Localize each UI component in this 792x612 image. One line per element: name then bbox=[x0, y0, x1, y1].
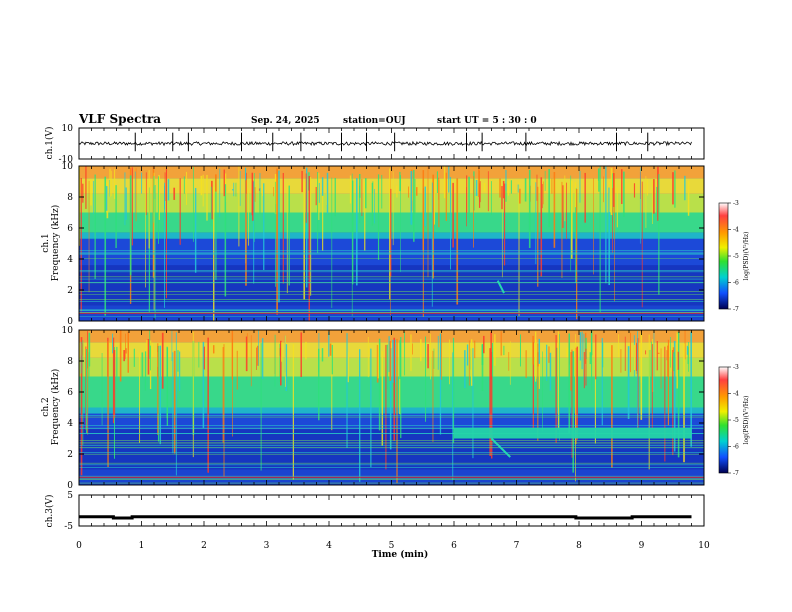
ch1-ytick-label: 4 bbox=[67, 255, 73, 265]
ch2-spectrogram-bands bbox=[79, 330, 704, 485]
ch2-spectrogram-lines bbox=[79, 415, 704, 484]
x-tick-label: 0 bbox=[76, 541, 82, 551]
ch1-colorbar-ticks: -3 -4 -5 -6 -7 bbox=[728, 200, 739, 313]
ch2-band bbox=[79, 342, 704, 358]
ch1-ytick-bottom: -10 bbox=[59, 155, 74, 165]
x-tick-label: 10 bbox=[698, 541, 710, 551]
x-tick-label: 3 bbox=[264, 541, 270, 551]
x-axis-tick-labels: 0 1 2 3 4 5 6 7 8 9 10 bbox=[76, 541, 710, 551]
ch2-spectrogram-yticks: 0 2 4 6 8 10 bbox=[62, 326, 704, 491]
ch1-spectrogram-lines bbox=[79, 250, 704, 317]
ch1-colorbar-tick-label: -4 bbox=[733, 227, 739, 234]
ch2-band bbox=[79, 407, 704, 414]
ch1-colorbar-tick-label: -5 bbox=[733, 253, 739, 260]
ch2-ytick-label: 8 bbox=[67, 357, 73, 367]
ch1-emission-trace bbox=[496, 280, 505, 294]
ch1-band bbox=[79, 212, 704, 233]
x-tick-label: 9 bbox=[639, 541, 645, 551]
ch1-spectrogram-streaks bbox=[78, 166, 690, 321]
ch2-colorbar-label: log(PSD)(V²/Hz) bbox=[743, 396, 750, 445]
ch1-colorbar-label: log(PSD)(V²/Hz) bbox=[743, 232, 750, 281]
ch1-spectrogram-ylabel-freq: Frequency (kHz) bbox=[50, 205, 61, 282]
ch3-waveform-ylabel: ch.3(V) bbox=[44, 495, 55, 528]
ch2-colorbar-tick-label: -6 bbox=[733, 444, 739, 451]
ch3-waveform-panel: 5 -5 ch.3(V) bbox=[44, 491, 705, 532]
ch2-ytick-label: 10 bbox=[62, 326, 74, 336]
ch1-band bbox=[79, 166, 704, 179]
x-axis-label: Time (min) bbox=[372, 549, 429, 560]
x-tick-label: 2 bbox=[201, 541, 207, 551]
ch1-ytick-label: 10 bbox=[62, 162, 74, 172]
ch1-band bbox=[79, 232, 704, 239]
x-tick-label: 8 bbox=[576, 541, 582, 551]
ch2-colorbar-tick-label: -5 bbox=[733, 417, 739, 424]
ch2-emission-band bbox=[454, 427, 692, 439]
ch1-ytick-label: 8 bbox=[67, 193, 73, 203]
ch1-spectrogram-yticks: 0 2 4 6 8 10 bbox=[62, 162, 704, 327]
x-tick-label: 5 bbox=[389, 541, 395, 551]
ch2-band bbox=[79, 357, 704, 377]
ch1-band bbox=[79, 193, 704, 213]
ch1-spectrogram-ylabel: ch.1 bbox=[41, 233, 51, 252]
ch1-ytick-label: 2 bbox=[67, 286, 73, 296]
x-tick-label: 4 bbox=[326, 541, 332, 551]
ch1-colorbar-tick-label: -3 bbox=[733, 200, 739, 207]
x-tick-label: 1 bbox=[139, 541, 145, 551]
ch2-band bbox=[79, 376, 704, 408]
x-axis-ticks bbox=[78, 128, 705, 526]
ch3-waveform-trace bbox=[79, 515, 692, 520]
ch2-spectrogram-ylabel-freq: Frequency (kHz) bbox=[50, 369, 61, 446]
ch3-ytick-bottom: -5 bbox=[64, 522, 73, 532]
ch2-spectrogram-streaks bbox=[80, 330, 692, 484]
start-time-label: start UT = 5 : 30 : 0 bbox=[437, 116, 537, 126]
ch2-ytick-label: 4 bbox=[67, 419, 73, 429]
x-tick-label: 7 bbox=[514, 541, 520, 551]
ch2-colorbar-ticks: -3 -4 -5 -6 -7 bbox=[728, 364, 739, 477]
x-tick-label: 6 bbox=[451, 541, 457, 551]
ch1-colorbar bbox=[718, 202, 729, 310]
ch2-ytick-label: 0 bbox=[67, 481, 73, 491]
ch1-waveform-trace bbox=[78, 140, 692, 147]
ch1-colorbar-tick-label: -6 bbox=[733, 280, 739, 287]
ch1-waveform-ylabel: ch.1(V) bbox=[44, 127, 55, 160]
ch2-colorbar bbox=[718, 366, 729, 474]
ch1-colorbar-tick-label: -7 bbox=[733, 306, 739, 313]
ch1-ytick-label: 0 bbox=[67, 317, 73, 327]
ch2-spectrogram-ylabel: ch.2 bbox=[41, 397, 51, 416]
ch3-ytick-top: 5 bbox=[67, 491, 73, 501]
ch2-band bbox=[79, 330, 704, 343]
ch2-emission-trace bbox=[490, 437, 511, 458]
ch2-colorbar-tick-label: -7 bbox=[733, 470, 739, 477]
date-label: Sep. 24, 2025 bbox=[251, 116, 320, 126]
ch1-waveform-spikes bbox=[134, 132, 649, 152]
ch2-ytick-label: 2 bbox=[67, 450, 73, 460]
ch2-ytick-label: 6 bbox=[67, 388, 73, 398]
ch1-waveform-panel: 10 -10 ch.1(V) bbox=[44, 124, 705, 165]
ch1-ytick-label: 6 bbox=[67, 224, 73, 234]
ch1-band bbox=[79, 178, 704, 194]
figure-title: VLF Spectra bbox=[78, 112, 161, 126]
ch2-colorbar-tick-label: -3 bbox=[733, 364, 739, 371]
ch1-ytick-top: 10 bbox=[62, 124, 74, 134]
ch2-colorbar-tick-label: -4 bbox=[733, 391, 739, 398]
station-label: station=OUJ bbox=[343, 116, 406, 126]
